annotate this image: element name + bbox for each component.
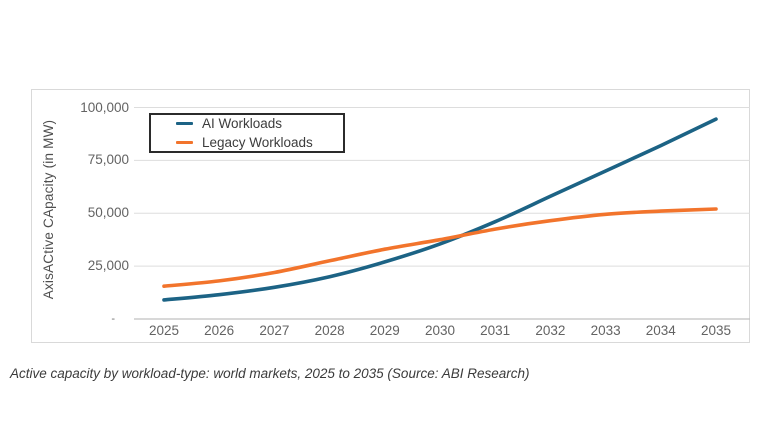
x-tick-label: 2035 bbox=[700, 323, 732, 338]
legend: AI Workloads Legacy Workloads bbox=[149, 113, 345, 153]
legend-label: Legacy Workloads bbox=[202, 135, 313, 150]
chart-frame: AxisACtive CApacity (in MW) 100,000 75,00… bbox=[31, 89, 750, 343]
series-line-1 bbox=[162, 207, 718, 289]
y-tick-label: 75,000 bbox=[87, 152, 129, 168]
x-tick-label: 2027 bbox=[259, 323, 290, 338]
x-tick-label: 2032 bbox=[535, 323, 566, 338]
y-tick-label: - bbox=[111, 313, 115, 325]
x-tick-label: 2033 bbox=[590, 323, 621, 338]
legend-label: AI Workloads bbox=[202, 116, 283, 131]
y-tick-label: 100,000 bbox=[80, 99, 129, 115]
y-tick-label: 25,000 bbox=[87, 258, 129, 274]
chart-caption: Active capacity by workload-type: world … bbox=[10, 366, 530, 381]
y-tick-label: 50,000 bbox=[87, 205, 129, 221]
x-tick-label: 2031 bbox=[480, 323, 511, 338]
legend-dash-icon bbox=[176, 141, 193, 144]
x-tick-label: 2026 bbox=[204, 323, 235, 338]
x-tick-label: 2028 bbox=[314, 323, 345, 338]
plot-area bbox=[134, 107, 750, 320]
x-tick-label: 2034 bbox=[645, 323, 676, 338]
series-line-0 bbox=[162, 117, 718, 302]
x-tick-label: 2029 bbox=[369, 323, 400, 338]
x-tick-label: 2030 bbox=[424, 323, 456, 338]
legend-dash-icon bbox=[176, 122, 193, 125]
legend-item-ai-workloads: AI Workloads bbox=[151, 115, 343, 132]
legend-item-legacy-workloads: Legacy Workloads bbox=[151, 134, 343, 151]
x-tick-label: 2025 bbox=[148, 323, 180, 338]
